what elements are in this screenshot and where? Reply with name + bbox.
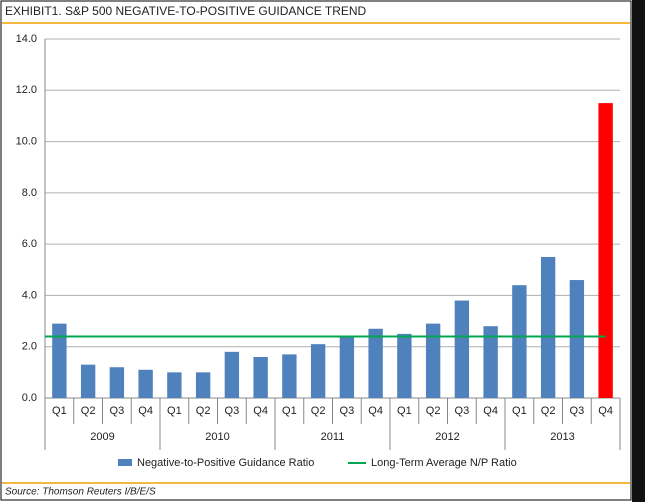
bar — [109, 367, 125, 398]
y-tick-label: 6.0 — [22, 238, 37, 250]
y-tick-label: 14.0 — [16, 33, 37, 45]
bar — [569, 280, 585, 398]
x-tick-label: Q1 — [397, 405, 412, 417]
bar — [368, 328, 383, 398]
y-tick-label: 8.0 — [22, 187, 37, 199]
y-tick-label: 12.0 — [16, 84, 37, 96]
x-group-label: 2013 — [550, 431, 574, 443]
frame — [0, 0, 632, 501]
bar — [253, 356, 268, 398]
x-tick-label: Q4 — [598, 405, 613, 417]
x-tick-label: Q2 — [426, 405, 441, 417]
x-tick-label: Q1 — [512, 405, 527, 417]
chart-title: EXHIBIT1. S&P 500 NEGATIVE-TO-POSITIVE G… — [5, 4, 367, 18]
bar — [282, 354, 297, 398]
x-tick-label: Q2 — [196, 405, 211, 417]
y-tick-label: 10.0 — [16, 135, 37, 147]
x-tick-label: Q3 — [455, 405, 470, 417]
x-tick-label: Q2 — [81, 405, 96, 417]
bar — [138, 369, 153, 398]
x-group-label: 2010 — [205, 431, 229, 443]
x-tick-label: Q3 — [340, 405, 355, 417]
legend-label: Long-Term Average N/P Ratio — [371, 457, 517, 469]
x-group-label: 2011 — [321, 431, 345, 443]
x-tick-label: Q3 — [110, 405, 125, 417]
y-tick-label: 4.0 — [22, 289, 37, 301]
bar — [80, 364, 96, 398]
bar — [598, 103, 613, 398]
x-tick-label: Q1 — [52, 405, 67, 417]
x-tick-label: Q4 — [368, 405, 383, 417]
legend-label: Negative-to-Positive Guidance Ratio — [137, 457, 314, 469]
x-group-label: 2009 — [90, 431, 114, 443]
source: Source: Thomson Reuters I/B/E/S — [5, 487, 156, 498]
bar — [52, 323, 67, 398]
x-tick-label: Q1 — [282, 405, 297, 417]
x-tick-label: Q4 — [483, 405, 498, 417]
bar — [310, 344, 326, 398]
bar — [339, 336, 355, 398]
x-tick-label: Q4 — [253, 405, 268, 417]
x-tick-label: Q3 — [570, 405, 585, 417]
bar — [195, 372, 211, 398]
y-tick-label: 0.0 — [22, 392, 37, 404]
x-tick-label: Q3 — [225, 405, 240, 417]
x-tick-label: Q4 — [138, 405, 153, 417]
panel — [0, 0, 632, 502]
x-group-label: 2012 — [435, 431, 459, 443]
y-tick-label: 2.0 — [22, 341, 37, 353]
bar — [483, 326, 498, 398]
x-tick-label: Q2 — [311, 405, 326, 417]
bar — [224, 351, 240, 398]
x-tick-label: Q2 — [541, 405, 556, 417]
bar — [512, 285, 527, 398]
bar — [540, 256, 556, 398]
bar — [397, 333, 412, 398]
x-tick-label: Q1 — [167, 405, 182, 417]
bar — [167, 372, 182, 398]
bar — [425, 323, 441, 398]
legend-swatch — [118, 459, 132, 466]
bar — [454, 300, 470, 398]
